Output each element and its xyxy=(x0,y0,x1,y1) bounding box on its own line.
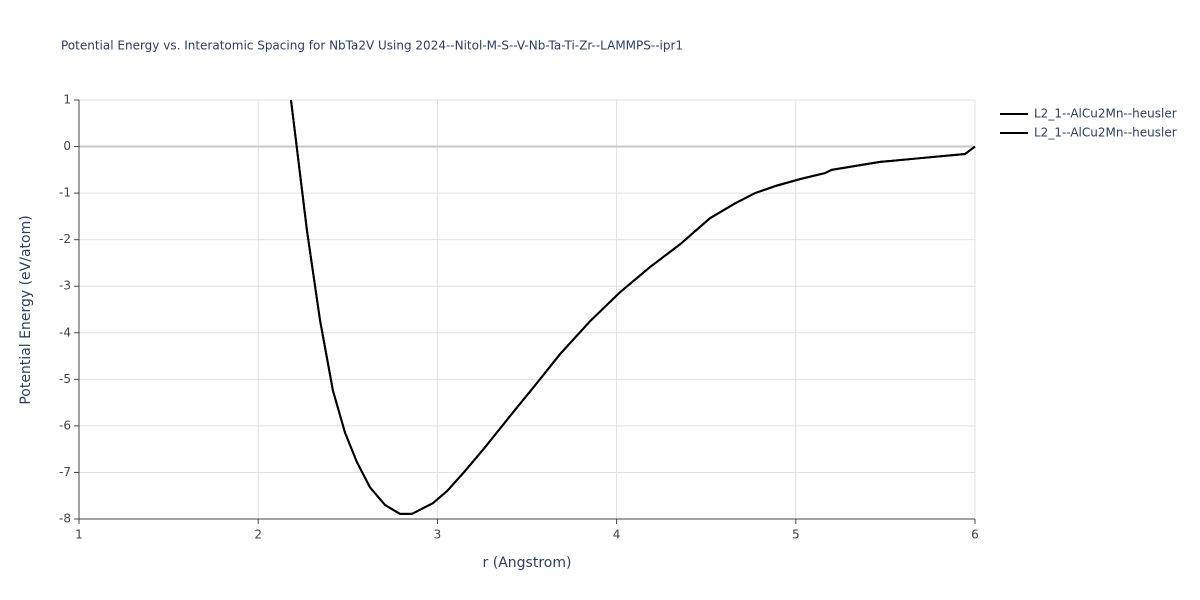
x-tick-label: 3 xyxy=(434,528,442,542)
axes: 1 2 3 4 5 6 1 0 -1 -2 -3 -4 -5 -6 -7 -8 xyxy=(59,93,979,542)
legend-text: L2_1--AlCu2Mn--heusler xyxy=(1034,126,1177,140)
y-tick-label: -3 xyxy=(59,279,71,293)
x-tick-label: 5 xyxy=(792,528,800,542)
y-tick-label: -6 xyxy=(59,418,71,432)
y-tick-label: -2 xyxy=(59,232,71,246)
legend: L2_1--AlCu2Mn--heusler L2_1--AlCu2Mn--heu… xyxy=(1000,107,1177,140)
x-tick-label: 2 xyxy=(254,528,262,542)
y-tick-label: 0 xyxy=(63,139,71,153)
y-tick-label: -5 xyxy=(59,372,71,386)
y-tick-label: -8 xyxy=(59,512,71,526)
x-tick-label: 6 xyxy=(971,528,979,542)
grid xyxy=(78,99,976,520)
y-tick-label: -1 xyxy=(59,186,71,200)
chart-title: Potential Energy vs. Interatomic Spacing… xyxy=(61,39,683,53)
y-tick-label: -4 xyxy=(59,325,71,339)
plot-area xyxy=(289,99,976,515)
y-axis-title: Potential Energy (eV/atom) xyxy=(18,215,34,404)
y-tick-label: 1 xyxy=(63,93,71,107)
series-line xyxy=(289,99,976,515)
x-axis-title: r (Angstrom) xyxy=(483,555,572,571)
x-tick-label: 4 xyxy=(613,528,621,542)
legend-text: L2_1--AlCu2Mn--heusler xyxy=(1034,107,1177,121)
y-tick-label: -7 xyxy=(59,465,71,479)
x-tick-label: 1 xyxy=(75,528,83,542)
